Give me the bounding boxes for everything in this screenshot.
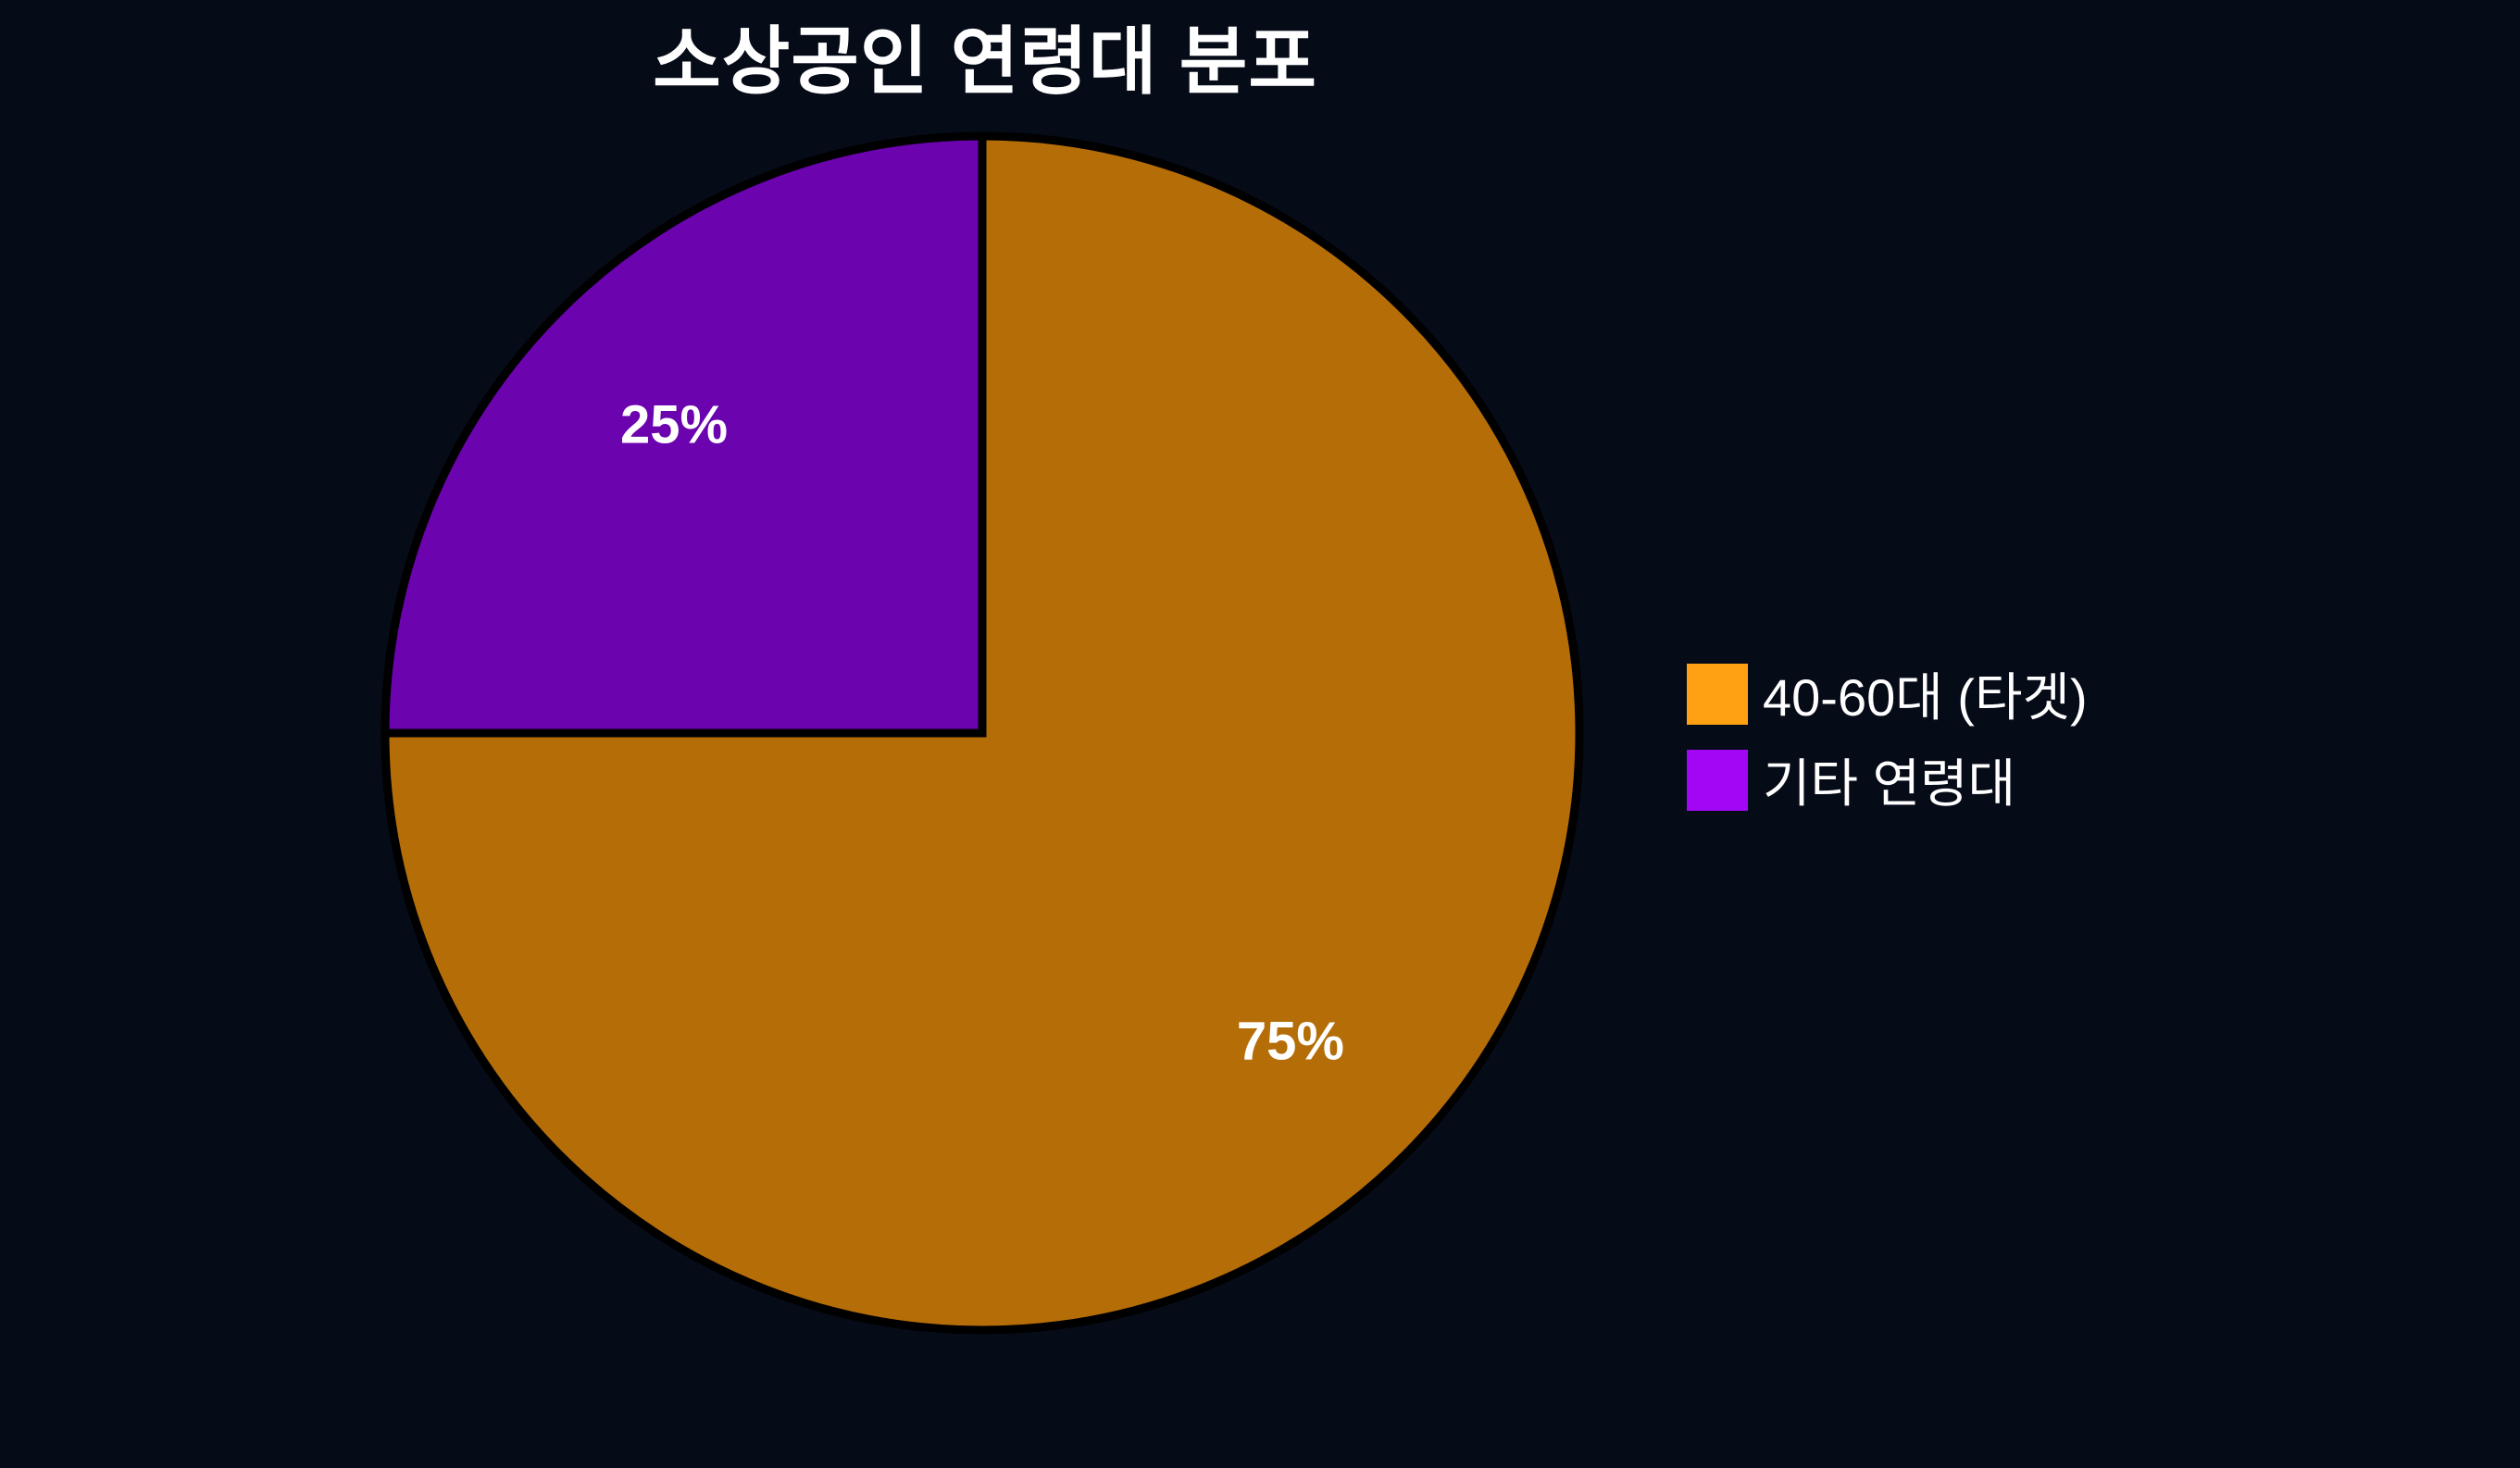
legend-label-target: 40-60대 (타겟)	[1763, 668, 2088, 727]
pie-percent-label-small-slice: 25%	[620, 394, 729, 455]
legend-swatch-purple	[1687, 749, 1748, 811]
pie-percent-label-large-slice: 75%	[1236, 1011, 1344, 1072]
legend-item-other: 기타 연령대	[1687, 742, 2088, 817]
legend-label-other: 기타 연령대	[1763, 754, 2016, 813]
chart-title: 소상공인 연령대 분포	[653, 20, 1317, 103]
legend-item-target: 40-60대 (타겟)	[1687, 656, 2088, 731]
legend-swatch-orange	[1687, 663, 1748, 725]
legend: 40-60대 (타겟) 기타 연령대	[1687, 656, 2088, 817]
pie-slice-1	[380, 131, 987, 738]
